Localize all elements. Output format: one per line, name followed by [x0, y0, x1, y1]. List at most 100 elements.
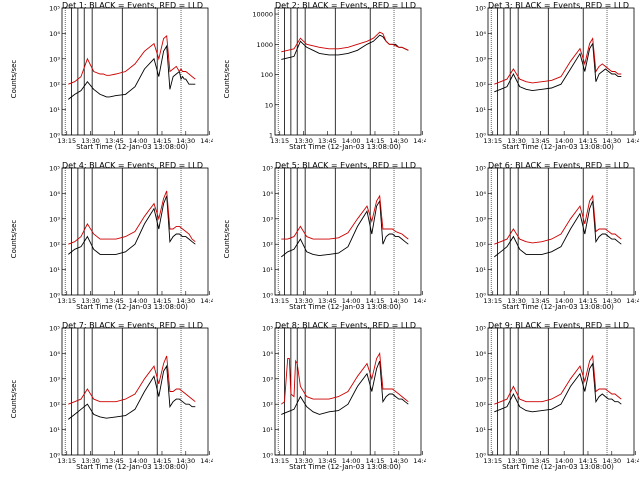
series-line-lld	[68, 35, 196, 85]
chart-svg-4: 10⁰ 10¹ 10² 10³ 10⁴ 10⁵ 13:15 13:30 13:45 14:00 14…	[49, 165, 213, 306]
y-tick-label: 10¹	[49, 106, 60, 114]
x-axis-label: Start Time (12-Jan-03 13:08:00)	[76, 463, 188, 471]
x-tick-label: 14:00	[342, 457, 361, 465]
y-tick-label: 10³	[262, 375, 273, 383]
y-tick-label: 10²	[49, 401, 60, 409]
y-tick-label: 10¹	[262, 266, 273, 274]
x-tick-label: 13:15	[270, 457, 289, 465]
series-line-events	[494, 362, 622, 413]
y-tick-label: 10¹	[49, 426, 60, 434]
plot-frame	[274, 7, 422, 136]
x-tick-label: 14:15	[153, 137, 172, 145]
x-tick-label: 14:00	[129, 137, 148, 145]
x-tick-label: 13:15	[57, 297, 76, 305]
x-tick-label: 14:00	[555, 297, 574, 305]
y-tick-label: 10³	[475, 375, 486, 383]
x-tick-label: 13:30	[507, 457, 526, 465]
detector-panel-6: 10⁰ 10¹ 10² 10³ 10⁴ 10⁵ 13:15 13:30 13:45 14:00 14…	[426, 160, 639, 320]
x-tick-label: 14:30	[602, 137, 621, 145]
y-tick-label: 10²	[49, 81, 60, 89]
y-axis-label: Counts/sec	[10, 219, 18, 259]
detector-panel-4: 10⁰ 10¹ 10² 10³ 10⁴ 10⁵ 13:15 13:30 13:45 14:00 14…	[0, 160, 213, 320]
x-tick-label: 14:00	[129, 297, 148, 305]
y-tick-label: 10⁵	[49, 165, 60, 173]
series-line-lld	[68, 190, 196, 245]
plot-frame	[61, 327, 209, 456]
series-line-lld	[68, 355, 196, 405]
x-tick-label: 13:30	[81, 457, 100, 465]
x-axis-label: Start Time (12-Jan-03 13:08:00)	[289, 143, 401, 151]
detector-panel-8: 10⁰ 10¹ 10² 10³ 10⁴ 10⁵ 13:15 13:30 13:45 14:00 14…	[213, 320, 426, 480]
x-tick-label: 13:30	[294, 297, 313, 305]
x-tick-label: 13:45	[531, 297, 550, 305]
x-tick-label: 14:30	[389, 297, 408, 305]
panel-title: Det 7: BLACK = Events, RED = LLD	[62, 321, 203, 330]
chart-svg-7: 10⁰ 10¹ 10² 10³ 10⁴ 10⁵ 13:15 13:30 13:45 14:00 14…	[49, 325, 213, 466]
x-tick-label: 14:30	[602, 297, 621, 305]
x-tick-label: 14:45	[413, 297, 426, 305]
y-tick-label: 10⁵	[49, 5, 60, 13]
y-tick-label: 1	[269, 132, 273, 140]
x-axis-label: Start Time (12-Jan-03 13:08:00)	[289, 463, 401, 471]
series-line-lld	[494, 194, 622, 245]
x-tick-label: 14:30	[389, 457, 408, 465]
plot-frame	[61, 167, 209, 296]
plot-frame	[274, 327, 422, 456]
y-tick-label: 10⁴	[49, 190, 60, 198]
x-tick-label: 13:15	[483, 297, 502, 305]
x-tick-label: 14:45	[626, 137, 639, 145]
y-tick-label: 10³	[49, 215, 60, 223]
x-tick-label: 14:45	[413, 457, 426, 465]
series-line-events	[494, 42, 622, 93]
chart-svg-8: 10⁰ 10¹ 10² 10³ 10⁴ 10⁵ 13:15 13:30 13:45 14:00 14…	[262, 325, 426, 466]
detector-panel-5: 10⁰ 10¹ 10² 10³ 10⁴ 10⁵ 13:15 13:30 13:45 14:00 14…	[213, 160, 426, 320]
plot-frame	[487, 327, 635, 456]
x-tick-label: 13:45	[531, 457, 550, 465]
x-tick-label: 13:30	[81, 297, 100, 305]
y-tick-label: 10³	[49, 55, 60, 63]
panel-title: Det 4: BLACK = Events, RED = LLD	[62, 161, 203, 170]
x-tick-label: 13:45	[318, 137, 337, 145]
x-tick-label: 14:30	[602, 457, 621, 465]
series-line-events	[281, 34, 409, 60]
x-tick-label: 14:45	[626, 297, 639, 305]
x-tick-label: 13:45	[105, 137, 124, 145]
x-tick-label: 13:30	[507, 297, 526, 305]
y-tick-label: 10⁴	[475, 30, 486, 38]
x-tick-label: 14:15	[579, 297, 598, 305]
y-tick-label: 10¹	[475, 426, 486, 434]
detector-panel-7: 10⁰ 10¹ 10² 10³ 10⁴ 10⁵ 13:15 13:30 13:45 14:00 14…	[0, 320, 213, 480]
x-tick-label: 13:15	[57, 137, 76, 145]
x-tick-label: 13:15	[270, 137, 289, 145]
x-tick-label: 13:15	[57, 457, 76, 465]
y-tick-label: 10²	[49, 241, 60, 249]
x-tick-label: 14:15	[366, 297, 385, 305]
series-line-lld	[494, 37, 622, 85]
x-tick-label: 14:45	[626, 457, 639, 465]
x-tick-label: 13:30	[294, 137, 313, 145]
y-tick-label: 10⁵	[475, 165, 486, 173]
x-tick-label: 14:45	[200, 457, 213, 465]
y-tick-label: 10³	[475, 55, 486, 63]
x-tick-label: 14:45	[200, 137, 213, 145]
x-tick-label: 14:15	[366, 457, 385, 465]
panel-title: Det 2: BLACK = Events, RED = LLD	[275, 1, 416, 10]
y-tick-label: 10¹	[475, 266, 486, 274]
y-tick-label: 100	[261, 71, 273, 79]
y-axis-label: Counts/sec	[10, 59, 18, 99]
y-tick-label: 10⁵	[262, 325, 273, 333]
x-axis-label: Start Time (12-Jan-03 13:08:00)	[289, 303, 401, 311]
x-tick-label: 14:00	[342, 137, 361, 145]
y-tick-label: 10²	[262, 401, 273, 409]
panel-title: Det 1: BLACK = Events, RED = LLD	[62, 1, 203, 10]
y-tick-label: 10000	[252, 11, 273, 19]
y-tick-label: 10³	[475, 215, 486, 223]
y-tick-label: 10⁵	[262, 165, 273, 173]
series-line-lld	[281, 31, 409, 53]
y-tick-label: 10²	[475, 241, 486, 249]
x-tick-label: 14:00	[129, 457, 148, 465]
y-tick-label: 10⁰	[49, 132, 60, 140]
series-line-events	[68, 364, 196, 420]
series-line-events	[281, 199, 409, 258]
y-tick-label: 10²	[475, 401, 486, 409]
